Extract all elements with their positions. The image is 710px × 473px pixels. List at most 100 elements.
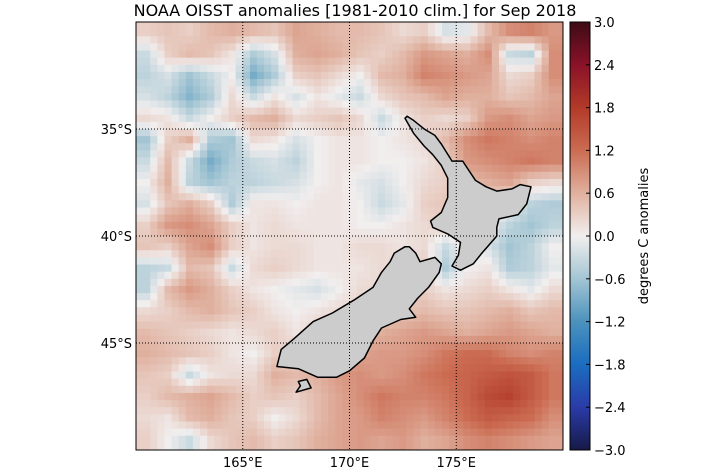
heatmap-cell — [470, 164, 479, 173]
heatmap-cell — [349, 250, 358, 258]
heatmap-cell — [143, 193, 151, 201]
heatmap-cell — [278, 442, 287, 450]
heatmap-cell — [399, 57, 408, 66]
heatmap-cell — [192, 193, 201, 201]
heatmap-cell — [513, 435, 521, 444]
heatmap-cell — [399, 157, 408, 166]
heatmap-cell — [349, 221, 358, 230]
colorbar-tick-label: 0.0 — [594, 230, 615, 245]
heatmap-cell — [413, 200, 422, 209]
heatmap-cell — [541, 264, 550, 273]
heatmap-cell — [321, 186, 329, 194]
heatmap-cell — [164, 143, 173, 151]
heatmap-cell — [506, 228, 514, 237]
heatmap-cell — [470, 50, 479, 59]
heatmap-cell — [520, 129, 529, 137]
heatmap-cell — [527, 93, 536, 102]
heatmap-cell — [214, 271, 222, 280]
heatmap-cell — [192, 107, 201, 116]
heatmap-cell — [143, 314, 151, 323]
heatmap-cell — [228, 121, 237, 130]
heatmap-cell — [313, 93, 322, 102]
heatmap-cell — [313, 157, 322, 166]
heatmap-cell — [442, 378, 450, 387]
heatmap-cell — [178, 343, 187, 351]
heatmap-cell — [356, 364, 365, 373]
heatmap-cell — [192, 335, 201, 344]
heatmap-cell — [413, 407, 422, 415]
heatmap-cell — [150, 378, 158, 387]
heatmap-cell — [527, 264, 536, 273]
heatmap-cell — [498, 114, 507, 123]
heatmap-cell — [299, 371, 308, 380]
heatmap-cell — [427, 350, 436, 358]
heatmap-cell — [527, 236, 536, 244]
heatmap-cell — [178, 385, 187, 394]
heatmap-cell — [477, 100, 486, 109]
heatmap-cell — [328, 29, 336, 37]
heatmap-cell — [157, 100, 166, 109]
heatmap-cell — [299, 407, 308, 415]
heatmap-cell — [150, 264, 158, 273]
heatmap-cell — [506, 278, 514, 287]
heatmap-cell — [427, 79, 436, 87]
heatmap-cell — [349, 100, 358, 109]
heatmap-cell — [192, 214, 201, 223]
heatmap-cell — [164, 378, 173, 387]
heatmap-cell — [470, 79, 479, 87]
heatmap-cell — [164, 136, 173, 144]
heatmap-cell — [406, 36, 415, 44]
heatmap-cell — [207, 86, 215, 94]
heatmap-cell — [321, 129, 329, 137]
heatmap-cell — [264, 22, 272, 30]
heatmap-cell — [214, 36, 222, 44]
heatmap-cell — [506, 121, 514, 130]
heatmap-cell — [306, 307, 315, 316]
heatmap-cell — [185, 243, 194, 251]
heatmap-cell — [520, 243, 529, 251]
heatmap-cell — [420, 157, 429, 166]
heatmap-cell — [207, 307, 215, 316]
heatmap-cell — [207, 314, 215, 323]
heatmap-cell — [242, 207, 251, 216]
heatmap-cell — [271, 100, 279, 109]
heatmap-cell — [207, 79, 215, 87]
heatmap-cell — [228, 221, 237, 230]
heatmap-cell — [192, 264, 201, 273]
heatmap-cell — [271, 243, 279, 251]
heatmap-cell — [299, 442, 308, 450]
heatmap-cell — [192, 171, 201, 180]
heatmap-cell — [555, 343, 563, 351]
heatmap-cell — [143, 400, 151, 408]
heatmap-cell — [335, 178, 343, 187]
heatmap-cell — [399, 22, 408, 30]
heatmap-cell — [342, 107, 351, 116]
heatmap-cell — [271, 314, 279, 323]
heatmap-cell — [356, 22, 365, 30]
heatmap-cell — [256, 57, 265, 66]
heatmap-cell — [136, 64, 144, 73]
heatmap-cell — [534, 100, 543, 109]
heatmap-cell — [278, 236, 287, 244]
heatmap-cell — [541, 36, 550, 44]
heatmap-cell — [413, 36, 422, 44]
heatmap-cell — [292, 79, 301, 87]
heatmap-cell — [171, 86, 180, 94]
heatmap-cell — [484, 71, 493, 80]
heatmap-cell — [520, 50, 529, 59]
heatmap-cell — [192, 285, 201, 294]
heatmap-cell — [171, 278, 180, 287]
heatmap-cell — [335, 50, 343, 59]
heatmap-cell — [264, 414, 272, 423]
heatmap-cell — [370, 207, 379, 216]
heatmap-cell — [541, 293, 550, 301]
heatmap-cell — [321, 236, 329, 244]
heatmap-cell — [264, 228, 272, 237]
heatmap-cell — [491, 79, 500, 87]
heatmap-cell — [214, 186, 222, 194]
heatmap-cell — [207, 421, 215, 430]
heatmap-cell — [185, 392, 194, 401]
heatmap-cell — [385, 121, 393, 130]
heatmap-cell — [200, 29, 208, 37]
heatmap-cell — [413, 435, 422, 444]
